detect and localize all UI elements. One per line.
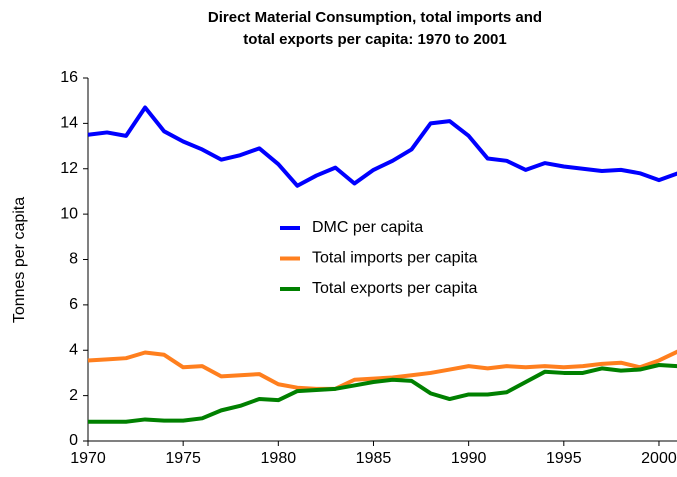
x-tick-label: 1980 <box>261 450 297 467</box>
y-tick-label: 14 <box>60 115 78 132</box>
series-line <box>88 362 677 424</box>
y-tick-label: 12 <box>60 160 78 177</box>
y-tick-label: 0 <box>69 432 78 449</box>
y-tick-label: 2 <box>69 387 78 404</box>
series-line <box>87 105 677 188</box>
x-tick-label: 1985 <box>356 450 392 467</box>
legend-label: DMC per capita <box>312 219 423 236</box>
x-tick-label: 1970 <box>70 450 106 467</box>
x-tick-label: 2000 <box>641 450 677 467</box>
legend-label: Total imports per capita <box>312 250 478 267</box>
x-tick-label: 1990 <box>451 450 487 467</box>
chart-title: Direct Material Consumption, total impor… <box>208 9 542 26</box>
y-tick-label: 6 <box>69 296 78 313</box>
y-tick-label: 4 <box>69 341 78 358</box>
y-tick-label: 10 <box>60 205 78 222</box>
legend-label: Total exports per capita <box>312 280 478 297</box>
chart-title: total exports per capita: 1970 to 2001 <box>243 31 506 48</box>
x-tick-label: 1975 <box>165 450 201 467</box>
y-tick-label: 16 <box>60 69 78 86</box>
series-line <box>87 349 677 391</box>
x-tick-label: 1995 <box>546 450 582 467</box>
y-tick-label: 8 <box>69 251 78 268</box>
y-axis-label: Tonnes per capita <box>11 197 28 323</box>
